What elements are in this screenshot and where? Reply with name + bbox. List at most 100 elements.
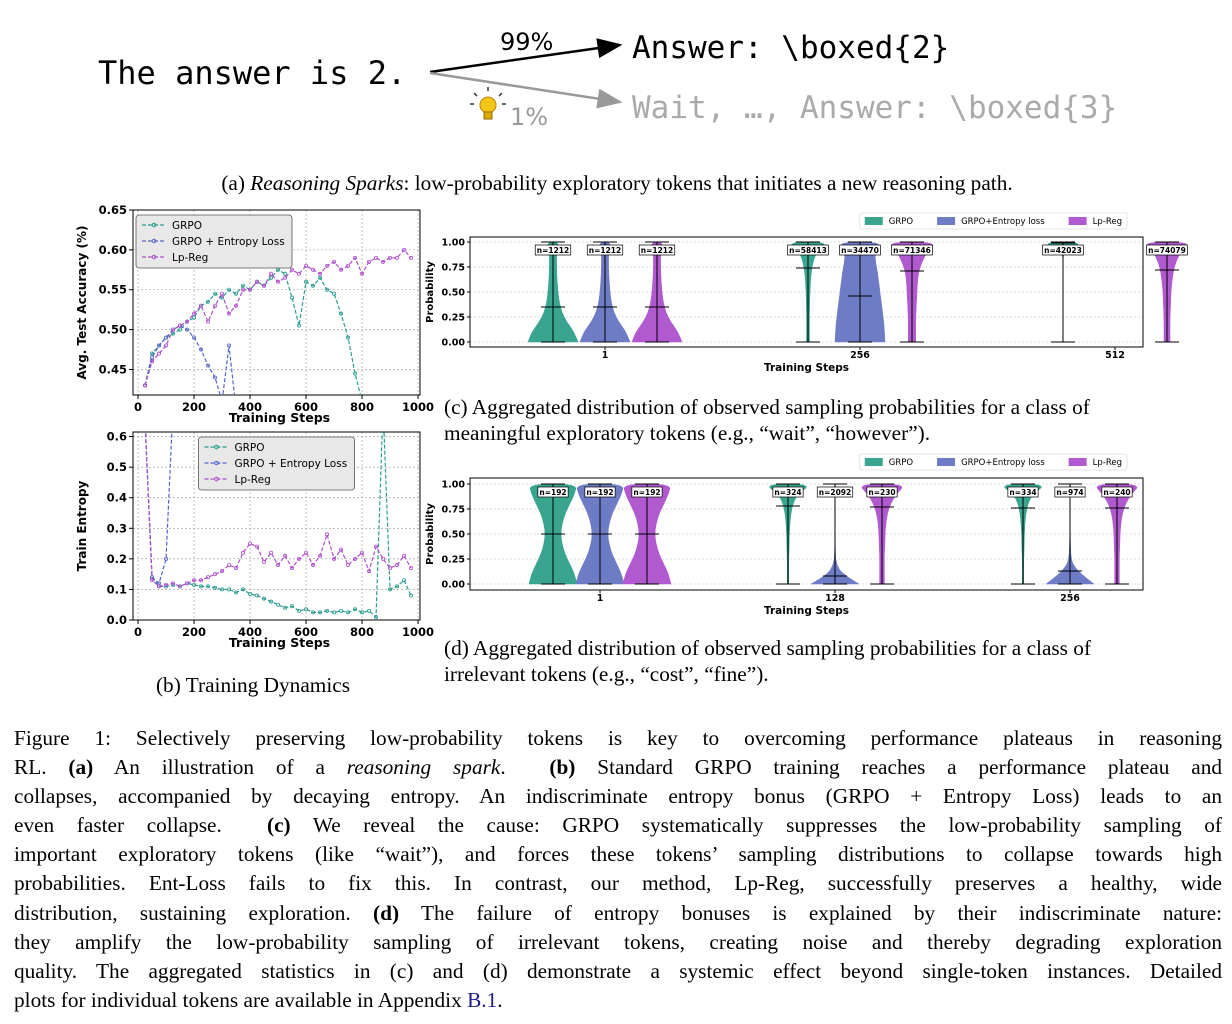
series-line xyxy=(144,248,412,386)
series-marker xyxy=(192,335,197,340)
series-marker xyxy=(276,602,281,607)
plot-frame xyxy=(469,477,1144,591)
caption-text: quality. The aggregated statistics in (c… xyxy=(14,958,1222,983)
series-marker xyxy=(381,556,386,561)
series-marker xyxy=(339,608,344,613)
series-marker xyxy=(409,255,414,260)
x-tick-label: 256 xyxy=(1060,593,1080,604)
n-label-box xyxy=(1101,486,1133,498)
x-tick-label: 128 xyxy=(825,593,845,604)
n-label: n=2092 xyxy=(819,488,852,497)
n-label: n=71346 xyxy=(893,246,931,255)
arrow-low xyxy=(429,71,623,109)
n-label: n=334 xyxy=(1009,488,1036,497)
y-tick-label: 0.60 xyxy=(99,243,127,257)
n-label: n=1212 xyxy=(641,246,674,255)
low-path: Wait, …, Answer: \boxed{3} xyxy=(632,90,1117,126)
series-marker xyxy=(339,267,344,272)
n-label-box xyxy=(638,244,676,256)
series-marker xyxy=(409,593,414,598)
caption-line: quality. The aggregated statistics in (c… xyxy=(14,957,1222,986)
n-label: n=974 xyxy=(1056,488,1083,497)
series-marker xyxy=(220,587,225,592)
caption-text: distribution, sustaining exploration. xyxy=(14,900,374,925)
caption-line: plots for individual tokens are availabl… xyxy=(14,986,1222,1015)
series-marker xyxy=(374,544,379,549)
series-marker xyxy=(213,572,218,577)
high-path: Answer: \boxed{2} xyxy=(632,30,949,66)
series-marker xyxy=(332,556,337,561)
y-tick-label: 0.45 xyxy=(99,362,127,376)
series-marker xyxy=(269,271,274,276)
series-marker xyxy=(213,375,218,380)
lightbulb xyxy=(470,87,506,120)
series-marker xyxy=(143,420,146,423)
series-marker xyxy=(276,562,281,567)
series-marker xyxy=(339,311,344,316)
series-marker xyxy=(290,604,295,609)
series-marker xyxy=(283,271,288,276)
x-axis-label: Training Steps xyxy=(764,605,849,617)
y-axis-label: Train Entropy xyxy=(75,480,89,571)
series-marker xyxy=(199,347,204,352)
caption-text: they amplify the low-probability samplin… xyxy=(14,929,1222,954)
n-label-box xyxy=(631,486,663,498)
legend-marker xyxy=(214,460,219,466)
series-marker xyxy=(346,562,351,567)
caption-c-line: (c) Aggregated distribution of observed … xyxy=(444,395,1091,419)
series-marker xyxy=(206,575,211,580)
legend-swatch xyxy=(864,217,883,225)
series-marker xyxy=(164,556,169,561)
series-marker xyxy=(164,335,169,340)
caption-d-line: irrelevant tokens (e.g., “cost”, “fine”)… xyxy=(444,662,769,686)
legend-swatch xyxy=(937,458,956,466)
series-marker xyxy=(213,303,218,308)
series-line xyxy=(144,432,412,619)
legend-swatch xyxy=(1068,217,1087,225)
appendix-link[interactable]: B.1 xyxy=(467,987,498,1012)
caption-bold: (d) xyxy=(373,900,400,925)
series-marker xyxy=(234,590,239,595)
legend-marker xyxy=(214,476,219,482)
series-marker xyxy=(227,343,232,348)
series-marker xyxy=(241,550,246,555)
series-marker xyxy=(234,566,239,571)
series-marker xyxy=(241,287,246,292)
series-marker xyxy=(185,319,190,324)
n-label-box xyxy=(772,486,804,498)
caption-text: RL. xyxy=(14,755,69,780)
caption-text: The failure of entropy bonuses is explai… xyxy=(399,900,1222,925)
n-label: n=34470 xyxy=(841,246,879,255)
series-marker xyxy=(185,581,190,586)
legend-label: GRPO xyxy=(889,458,914,468)
series-marker xyxy=(353,371,358,376)
x-tick-label: 800 xyxy=(350,625,374,639)
series-marker xyxy=(402,578,407,583)
n-label: n=192 xyxy=(539,488,566,497)
series-marker xyxy=(290,295,295,300)
series-marker xyxy=(388,566,393,571)
figure: The answer is 2. 99% Answer: \boxed{2} 1… xyxy=(75,28,1188,697)
series-marker xyxy=(318,610,323,615)
legend-label: Lp-Reg xyxy=(1093,217,1122,227)
series-marker xyxy=(346,263,351,268)
series-marker xyxy=(143,420,146,423)
figure-caption: Figure 1: Selectively preserving low-pro… xyxy=(14,724,1222,1015)
x-tick-label: 200 xyxy=(182,625,206,639)
legend-label: GRPO xyxy=(172,220,202,232)
caption-text: important exploratory tokens (like “wait… xyxy=(14,842,1222,867)
y-axis-label: Probability xyxy=(425,261,436,323)
y-tick-label: 0.50 xyxy=(99,323,127,337)
series-marker xyxy=(381,404,384,407)
y-tick-label: 1.00 xyxy=(442,238,466,249)
series-marker xyxy=(395,562,400,567)
n-label: n=240 xyxy=(1103,488,1130,497)
series-marker xyxy=(304,607,309,612)
series-marker xyxy=(255,544,260,549)
legend-marker xyxy=(214,444,219,450)
series-marker xyxy=(199,578,204,583)
series-marker xyxy=(360,610,365,615)
legend-marker xyxy=(151,254,157,260)
caption-bold: (a) xyxy=(68,755,94,780)
series-marker xyxy=(283,553,288,558)
